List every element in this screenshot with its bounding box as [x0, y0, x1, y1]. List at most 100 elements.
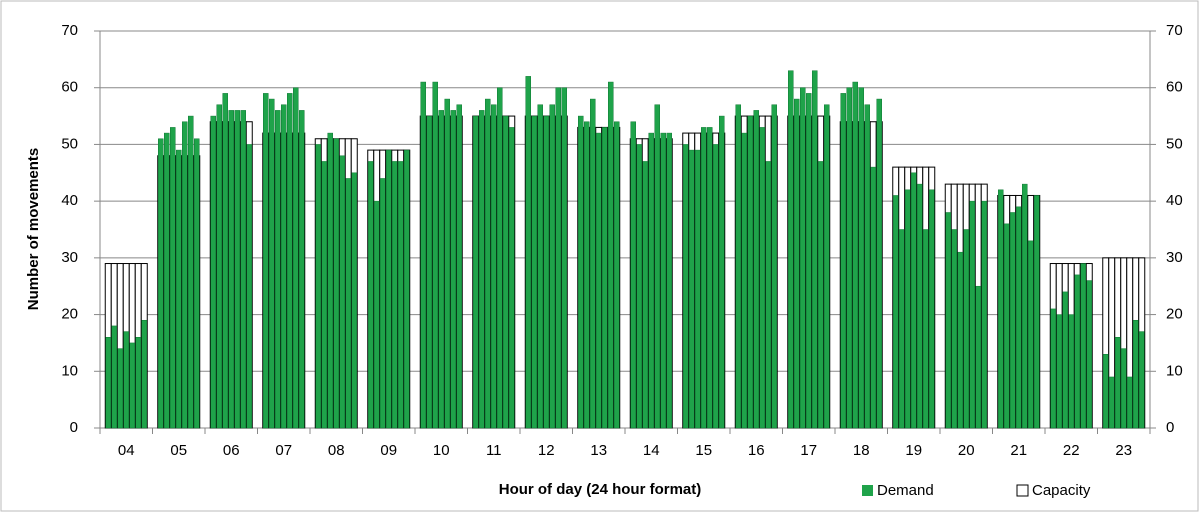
- x-tick-label: 16: [748, 442, 765, 459]
- demand-bar: [111, 325, 117, 429]
- x-tick-label: 11: [486, 442, 502, 459]
- demand-bar: [864, 104, 870, 429]
- x-tick-label: 14: [643, 442, 660, 459]
- demand-bar: [753, 110, 759, 429]
- demand-bar: [584, 121, 590, 429]
- demand-bar: [951, 229, 957, 429]
- x-tick-label: 23: [1115, 442, 1132, 459]
- y-tick-label: 30: [61, 249, 78, 266]
- demand-bar: [1074, 274, 1080, 429]
- y2-tick-label: 10: [1166, 362, 1183, 379]
- demand-bar: [899, 229, 905, 429]
- demand-bar: [321, 161, 327, 429]
- demand-bar: [852, 81, 858, 429]
- demand-bar: [963, 229, 969, 429]
- demand-bar: [234, 110, 240, 429]
- demand-bar: [228, 110, 234, 429]
- demand-bar: [240, 110, 246, 429]
- demand-bar: [123, 331, 129, 429]
- y2-tick-label: 20: [1166, 306, 1183, 323]
- demand-bar: [998, 189, 1004, 429]
- demand-bar: [176, 149, 182, 429]
- y-axis-label: Number of movements: [25, 148, 42, 311]
- demand-bar: [905, 189, 911, 429]
- demand-bar: [602, 127, 608, 429]
- demand-bar: [543, 115, 549, 429]
- demand-bar: [689, 149, 695, 429]
- demand-bar: [975, 285, 981, 429]
- demand-bar: [315, 144, 321, 429]
- demand-bar: [719, 115, 725, 429]
- x-tick-label: 12: [538, 442, 555, 459]
- demand-bar: [812, 70, 818, 429]
- demand-bar: [1068, 314, 1074, 429]
- demand-bar: [911, 172, 917, 429]
- demand-bar: [981, 200, 987, 429]
- demand-bar: [735, 104, 741, 429]
- x-tick-label: 06: [223, 442, 240, 459]
- demand-bar: [945, 212, 951, 429]
- x-tick-label: 19: [905, 442, 922, 459]
- demand-bar: [1050, 308, 1056, 429]
- demand-bar: [759, 127, 765, 429]
- demand-bar: [485, 98, 491, 429]
- demand-bar: [537, 104, 543, 429]
- x-tick-label: 05: [170, 442, 187, 459]
- demand-bar: [561, 87, 567, 429]
- demand-bar: [105, 337, 111, 429]
- y-tick-label: 70: [61, 22, 78, 39]
- x-axis-label: Hour of day (24 hour format): [499, 481, 702, 498]
- y-tick-label: 10: [61, 362, 78, 379]
- demand-bar: [1034, 195, 1040, 429]
- demand-bar: [135, 337, 141, 429]
- x-tick-label: 17: [800, 442, 817, 459]
- demand-bar: [590, 98, 596, 429]
- x-tick-label: 07: [275, 442, 292, 459]
- demand-bar: [450, 110, 456, 429]
- demand-bar: [275, 110, 281, 429]
- demand-bar: [392, 161, 398, 429]
- demand-bar: [210, 115, 216, 429]
- demand-bar: [1121, 348, 1127, 429]
- demand-bar: [630, 121, 636, 429]
- demand-bar: [386, 149, 392, 429]
- demand-bar: [1115, 337, 1121, 429]
- demand-bar: [1109, 376, 1115, 429]
- demand-bar: [806, 93, 812, 429]
- demand-bar: [1139, 331, 1145, 429]
- y-tick-label: 40: [61, 192, 78, 209]
- demand-bar: [194, 138, 200, 429]
- demand-bar: [666, 132, 672, 429]
- demand-bar: [771, 104, 777, 429]
- demand-bar: [788, 70, 794, 429]
- demand-bar: [503, 115, 509, 429]
- demand-bar: [456, 104, 462, 429]
- demand-bar: [182, 121, 188, 429]
- demand-bar: [648, 132, 654, 429]
- demand-bar: [578, 115, 584, 429]
- demand-bar: [188, 115, 194, 429]
- legend-swatch: [1016, 484, 1029, 497]
- demand-bar: [840, 93, 846, 429]
- y-tick-label: 0: [70, 419, 78, 436]
- demand-bar: [707, 127, 713, 429]
- legend-swatch: [862, 485, 873, 496]
- x-tick-label: 04: [118, 442, 135, 459]
- demand-bar: [713, 144, 719, 429]
- demand-bar: [794, 98, 800, 429]
- y-tick-label: 50: [61, 135, 78, 152]
- demand-bar: [747, 115, 753, 429]
- demand-bar: [531, 115, 537, 429]
- demand-bar: [683, 144, 689, 429]
- demand-bar: [351, 172, 357, 429]
- demand-bar: [293, 87, 299, 429]
- demand-bar: [420, 81, 426, 429]
- demand-bar: [969, 200, 975, 429]
- legend-label: Capacity: [1032, 482, 1091, 499]
- demand-bar: [654, 104, 660, 429]
- demand-bar: [432, 81, 438, 429]
- x-tick-label: 13: [590, 442, 607, 459]
- demand-bar: [818, 161, 824, 429]
- demand-bar: [426, 115, 432, 429]
